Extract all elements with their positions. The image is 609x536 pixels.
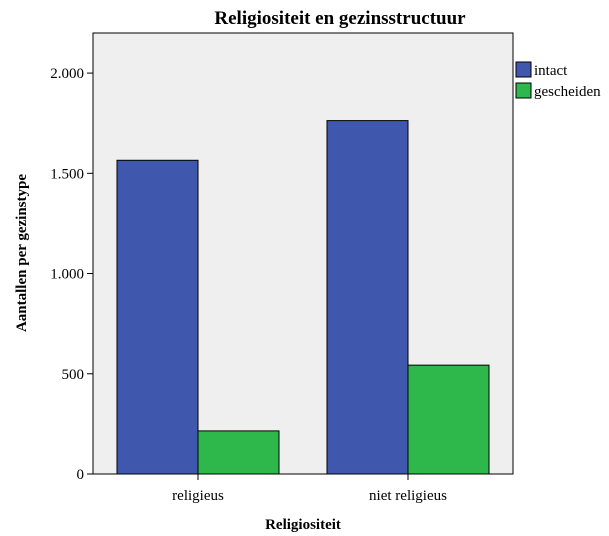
legend-label-intact: intact	[534, 63, 568, 79]
legend-swatch-gescheiden	[515, 82, 532, 99]
y-tick-label: 1.500	[50, 166, 84, 182]
bar-gescheiden-0	[197, 430, 280, 475]
y-axis-title: Aantallen per gezinstype	[14, 174, 30, 332]
x-tick-label: religieus	[172, 488, 224, 504]
y-axis: 0 500 1.000 1.500 2.000	[50, 66, 93, 483]
bar-intact-0	[116, 159, 199, 475]
chart-title: Religiositeit en gezinsstructuur	[214, 8, 466, 29]
bars-group	[116, 120, 490, 475]
x-tick-label: niet religieus	[369, 488, 447, 504]
x-axis: religieus niet religieus	[172, 474, 447, 504]
bar-gescheiden-1	[407, 364, 490, 475]
y-tick-label: 0	[77, 467, 85, 483]
legend-label-gescheiden: gescheiden	[534, 84, 601, 100]
bar-intact-1	[326, 120, 409, 475]
y-tick-label: 500	[62, 367, 85, 383]
legend: intact gescheiden	[515, 61, 601, 100]
legend-swatch-intact	[515, 61, 532, 78]
x-axis-title: Religiositeit	[265, 517, 341, 533]
y-tick-label: 1.000	[50, 267, 84, 283]
y-tick-label: 2.000	[50, 66, 84, 82]
